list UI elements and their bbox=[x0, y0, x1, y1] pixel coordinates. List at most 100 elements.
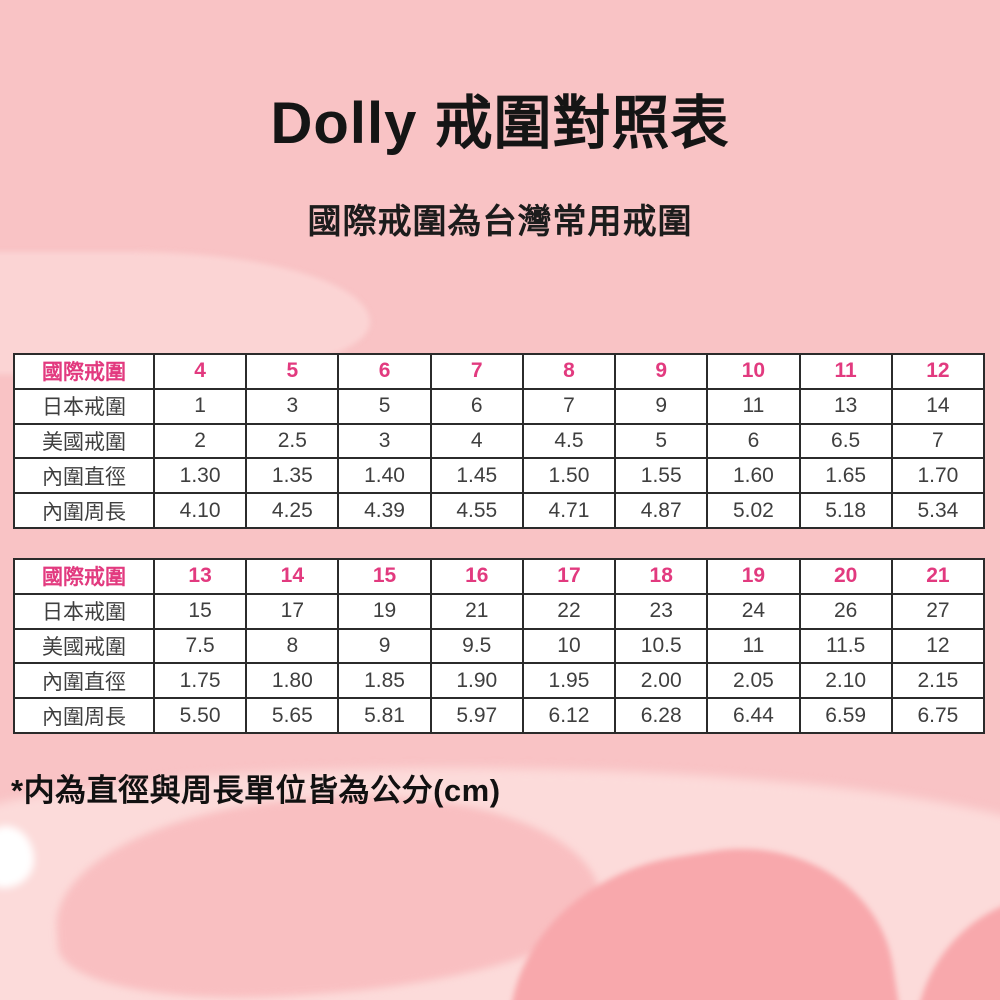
value-cell: 6.59 bbox=[798, 697, 893, 734]
table-row: 日本戒圍 15 17 19 21 22 23 24 26 27 bbox=[13, 592, 986, 630]
value-cell: 6.44 bbox=[706, 697, 801, 734]
value-cell: 2 bbox=[152, 422, 248, 460]
header-cell: 10 bbox=[706, 353, 801, 390]
value-cell: 1.95 bbox=[521, 662, 617, 700]
value-cell: 4.5 bbox=[521, 422, 617, 460]
value-cell: 5.18 bbox=[798, 492, 893, 529]
value-cell: 5 bbox=[337, 387, 432, 425]
value-cell: 11 bbox=[706, 627, 801, 665]
header-cell: 7 bbox=[429, 353, 524, 390]
value-cell: 13 bbox=[798, 387, 893, 425]
value-cell: 5.97 bbox=[429, 697, 524, 734]
value-cell: 12 bbox=[890, 627, 986, 665]
value-cell: 5.50 bbox=[152, 697, 248, 734]
value-cell: 15 bbox=[152, 592, 248, 630]
header-cell: 21 bbox=[890, 558, 986, 595]
value-cell: 21 bbox=[429, 592, 524, 630]
value-cell: 9.5 bbox=[429, 627, 524, 665]
row-label: 國際戒圍 bbox=[13, 558, 155, 595]
row-label: 內圍直徑 bbox=[13, 662, 155, 700]
value-cell: 6.28 bbox=[614, 697, 709, 734]
value-cell: 1.40 bbox=[337, 457, 432, 495]
value-cell: 1.90 bbox=[429, 662, 524, 700]
value-cell: 3 bbox=[337, 422, 432, 460]
value-cell: 4.71 bbox=[521, 492, 617, 529]
value-cell: 4.39 bbox=[337, 492, 432, 529]
header-cell: 14 bbox=[245, 558, 340, 595]
value-cell: 1.85 bbox=[337, 662, 432, 700]
value-cell: 5.81 bbox=[337, 697, 432, 734]
header-cell: 20 bbox=[798, 558, 893, 595]
table-row: 內圍周長 5.50 5.65 5.81 5.97 6.12 6.28 6.44 6.59 6.75 bbox=[13, 697, 986, 734]
value-cell: 14 bbox=[890, 387, 986, 425]
header-cell: 9 bbox=[614, 353, 709, 390]
value-cell: 5 bbox=[614, 422, 709, 460]
value-cell: 9 bbox=[614, 387, 709, 425]
value-cell: 5.02 bbox=[706, 492, 801, 529]
value-cell: 2.15 bbox=[890, 662, 986, 700]
row-label: 內圍直徑 bbox=[13, 457, 155, 495]
ring-size-table-international-4-12: 國際戒圍 4 5 6 7 8 9 10 11 12 日本戒圍 1 3 5 6 7 9 11 13 14 美國戒圍 2 2.5… bbox=[13, 353, 986, 529]
header-cell: 4 bbox=[152, 353, 248, 390]
value-cell: 6.5 bbox=[798, 422, 893, 460]
value-cell: 1.70 bbox=[890, 457, 986, 495]
page-subtitle: 國際戒圍為台灣常用戒圍 bbox=[307, 203, 693, 241]
value-cell: 2.10 bbox=[798, 662, 893, 700]
value-cell: 24 bbox=[706, 592, 801, 630]
header-cell: 16 bbox=[429, 558, 524, 595]
row-label: 國際戒圍 bbox=[13, 353, 155, 390]
value-cell: 4.87 bbox=[614, 492, 709, 529]
value-cell: 6 bbox=[429, 387, 524, 425]
ring-size-table-international-13-21: 國際戒圍 13 14 15 16 17 18 19 20 21 日本戒圍 15 17 19 21 22 23 24… bbox=[13, 558, 986, 734]
value-cell: 1.45 bbox=[429, 457, 524, 495]
header-cell: 12 bbox=[890, 353, 986, 390]
value-cell: 10 bbox=[521, 627, 617, 665]
value-cell: 11.5 bbox=[798, 627, 893, 665]
value-cell: 19 bbox=[337, 592, 432, 630]
table-row: 內圍直徑 1.30 1.35 1.40 1.45 1.50 1.55 1.60 1.65 1.70 bbox=[13, 457, 986, 495]
value-cell: 1.50 bbox=[521, 457, 617, 495]
value-cell: 1.65 bbox=[798, 457, 893, 495]
table-row: 美國戒圍 7.5 8 9 9.5 10 10.5 11 11.5 12 bbox=[13, 627, 986, 665]
header-cell: 18 bbox=[614, 558, 709, 595]
value-cell: 10.5 bbox=[614, 627, 709, 665]
value-cell: 1.60 bbox=[706, 457, 801, 495]
table-row: 內圍直徑 1.75 1.80 1.85 1.90 1.95 2.00 2.05 2.10 2.15 bbox=[13, 662, 986, 700]
value-cell: 1.35 bbox=[245, 457, 340, 495]
header-row: 國際戒圍 4 5 6 7 8 9 10 11 12 bbox=[13, 353, 986, 390]
value-cell: 23 bbox=[614, 592, 709, 630]
header-cell: 15 bbox=[337, 558, 432, 595]
row-label: 內圍周長 bbox=[13, 492, 155, 529]
table-row: 內圍周長 4.10 4.25 4.39 4.55 4.71 4.87 5.02 5.18 5.34 bbox=[13, 492, 986, 529]
value-cell: 2.5 bbox=[245, 422, 340, 460]
header-cell: 17 bbox=[521, 558, 617, 595]
value-cell: 2.05 bbox=[706, 662, 801, 700]
unit-footnote: *内為直徑與周長單位皆為公分(cm) bbox=[11, 773, 501, 808]
value-cell: 1.30 bbox=[152, 457, 248, 495]
value-cell: 2.00 bbox=[614, 662, 709, 700]
header-cell: 19 bbox=[706, 558, 801, 595]
value-cell: 7.5 bbox=[152, 627, 248, 665]
value-cell: 6.12 bbox=[521, 697, 617, 734]
value-cell: 4.10 bbox=[152, 492, 248, 529]
header-cell: 8 bbox=[521, 353, 617, 390]
value-cell: 1.75 bbox=[152, 662, 248, 700]
value-cell: 11 bbox=[706, 387, 801, 425]
header-cell: 13 bbox=[152, 558, 248, 595]
header-cell: 6 bbox=[337, 353, 432, 390]
value-cell: 7 bbox=[521, 387, 617, 425]
value-cell: 3 bbox=[245, 387, 340, 425]
value-cell: 27 bbox=[890, 592, 986, 630]
row-label: 內圍周長 bbox=[13, 697, 155, 734]
value-cell: 7 bbox=[890, 422, 986, 460]
value-cell: 5.65 bbox=[245, 697, 340, 734]
value-cell: 6.75 bbox=[890, 697, 986, 734]
value-cell: 1.55 bbox=[614, 457, 709, 495]
value-cell: 26 bbox=[798, 592, 893, 630]
value-cell: 1 bbox=[152, 387, 248, 425]
value-cell: 4.25 bbox=[245, 492, 340, 529]
header-cell: 5 bbox=[245, 353, 340, 390]
value-cell: 4.55 bbox=[429, 492, 524, 529]
header-row: 國際戒圍 13 14 15 16 17 18 19 20 21 bbox=[13, 558, 986, 595]
